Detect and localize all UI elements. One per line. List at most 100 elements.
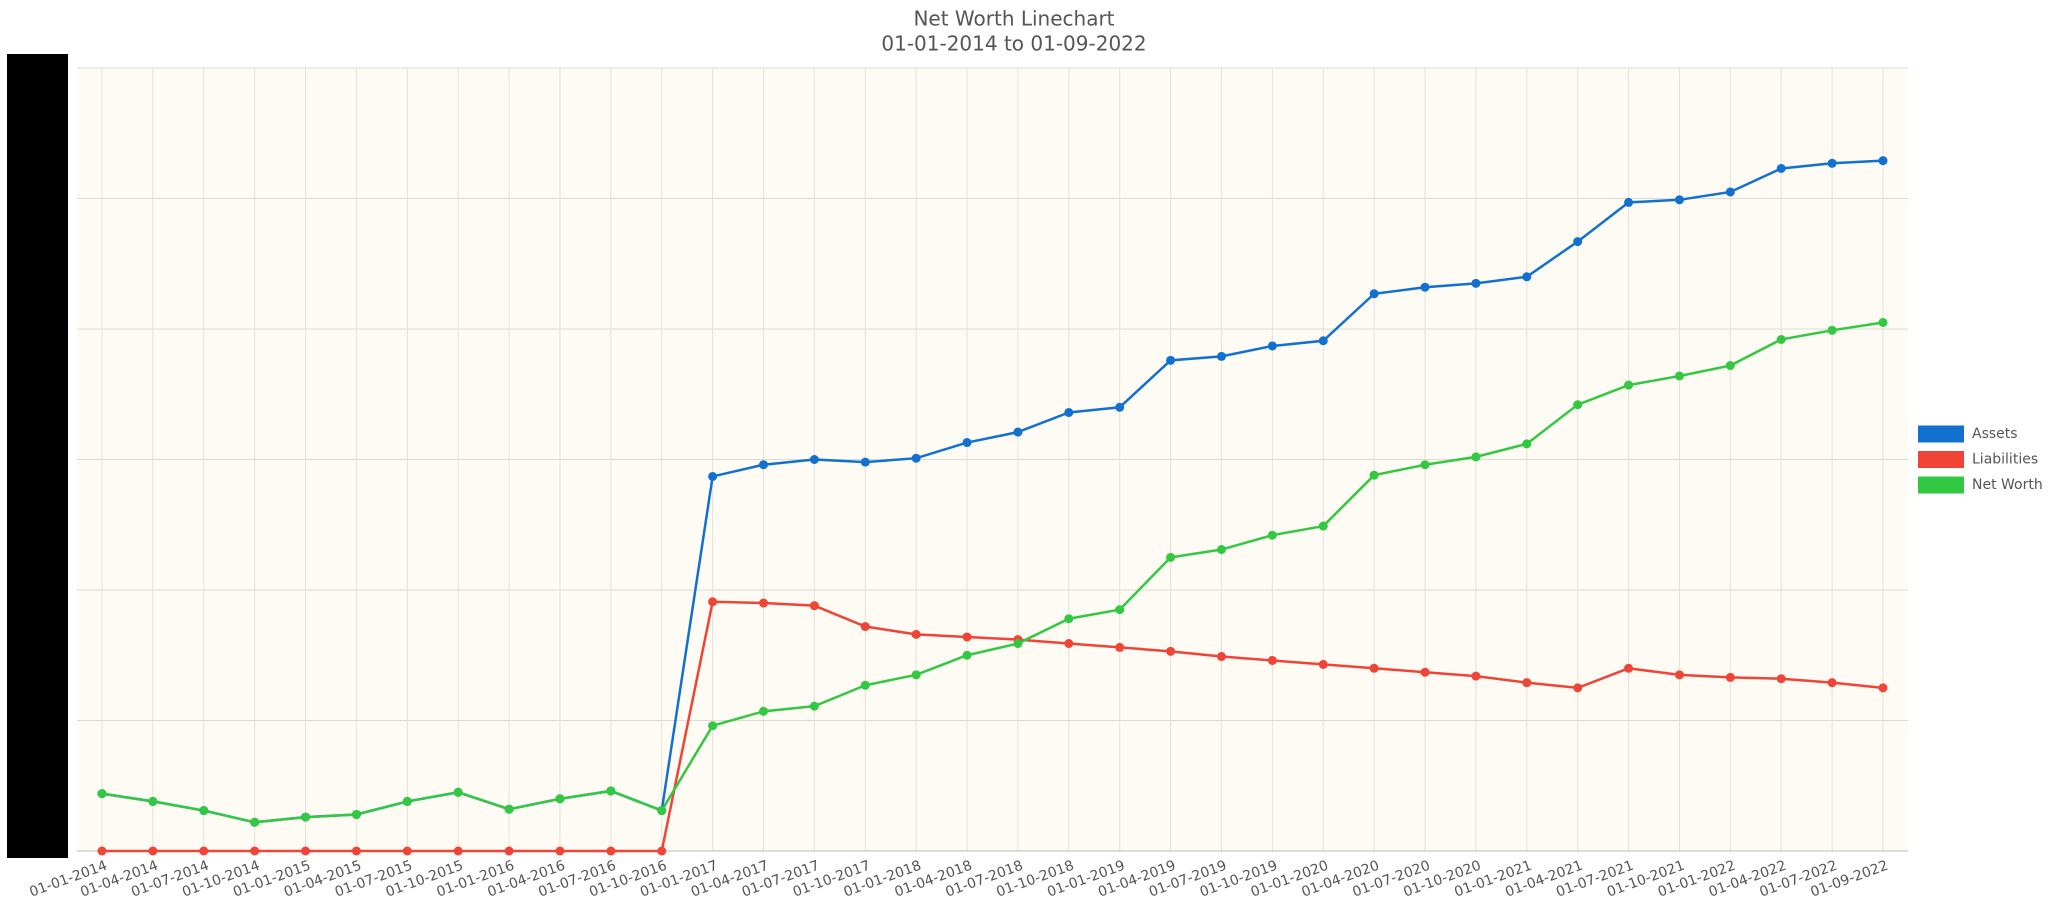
data-point [148,846,158,856]
data-point [1216,351,1226,361]
data-point [1674,371,1684,381]
data-point [1420,667,1430,677]
data-point [860,622,870,632]
data-point [199,806,209,816]
data-point [1318,521,1328,531]
legend-label: Assets [1972,426,2018,442]
data-point [1369,289,1379,299]
data-point [1318,659,1328,669]
data-point [911,670,921,680]
data-point [606,786,616,796]
data-point [1522,272,1532,282]
data-point [301,846,311,856]
data-point [1827,325,1837,335]
data-point [1318,336,1328,346]
data-point [1216,545,1226,555]
data-point [1013,639,1023,649]
data-point [453,846,463,856]
data-point [1369,470,1379,480]
data-point [962,438,972,448]
data-point [1166,646,1176,656]
data-point [1725,187,1735,197]
data-point [809,701,819,711]
data-point [1624,663,1634,673]
data-point [555,846,565,856]
data-point [1878,156,1888,166]
data-point [402,846,412,856]
data-point [911,453,921,463]
data-point [402,796,412,806]
data-point [1522,678,1532,688]
data-point [1064,408,1074,418]
chart-subtitle: 01-01-2014 to 01-09-2022 [881,32,1146,56]
data-point [97,846,107,856]
series [97,156,1888,856]
data-point [351,846,361,856]
data-point [453,787,463,797]
data-point [1115,642,1125,652]
data-point [301,812,311,822]
data-point [1166,552,1176,562]
data-point [1624,380,1634,390]
data-point [708,721,718,731]
series-line [102,600,1884,853]
data-point [1267,655,1277,665]
data-point [1471,671,1481,681]
data-point [962,632,972,642]
data-point [1420,460,1430,470]
legend-label: Net Worth [1972,477,2043,493]
data-point [351,809,361,819]
data-point [1267,341,1277,351]
data-point [1776,334,1786,344]
data-point [860,680,870,690]
data-point [1674,195,1684,205]
data-point [1573,683,1583,693]
data-point [504,804,514,814]
data-point [250,846,260,856]
data-point [860,457,870,467]
data-point [911,629,921,639]
data-point [1115,402,1125,412]
data-point [759,706,769,716]
series-line [101,321,1884,824]
data-point [1725,672,1735,682]
legend-swatch [1918,476,1964,494]
data-point [1725,361,1735,371]
data-point [1776,163,1786,173]
data-point [708,471,718,481]
data-point [1471,278,1481,288]
data-point [504,846,514,856]
data-point [809,601,819,611]
data-point [1064,614,1074,624]
redaction [7,54,68,858]
legend-swatch [1918,451,1964,468]
data-point [1013,427,1023,437]
data-point [809,455,819,464]
chart-title: Net Worth Linechart [913,7,1114,31]
data-point [962,650,972,660]
data-point [1064,639,1074,649]
data-point [1369,663,1379,673]
data-point [708,597,718,607]
data-point [657,806,667,816]
data-point [250,817,260,827]
data-point [657,846,667,856]
data-point [1115,605,1125,615]
data-point [1573,400,1583,410]
data-point [1471,452,1481,462]
data-point [1573,237,1583,247]
data-point [1827,678,1837,688]
data-point [199,846,209,856]
data-point [1267,530,1277,540]
data-point [1878,317,1888,327]
legend-label: Liabilities [1972,452,2038,468]
data-point [1420,282,1430,292]
data-point [1776,674,1786,684]
data-point [148,796,158,806]
legend-swatch [1918,425,1964,443]
data-point [1827,158,1837,168]
data-point [1522,439,1532,449]
data-point [759,598,769,608]
data-point [97,789,107,799]
